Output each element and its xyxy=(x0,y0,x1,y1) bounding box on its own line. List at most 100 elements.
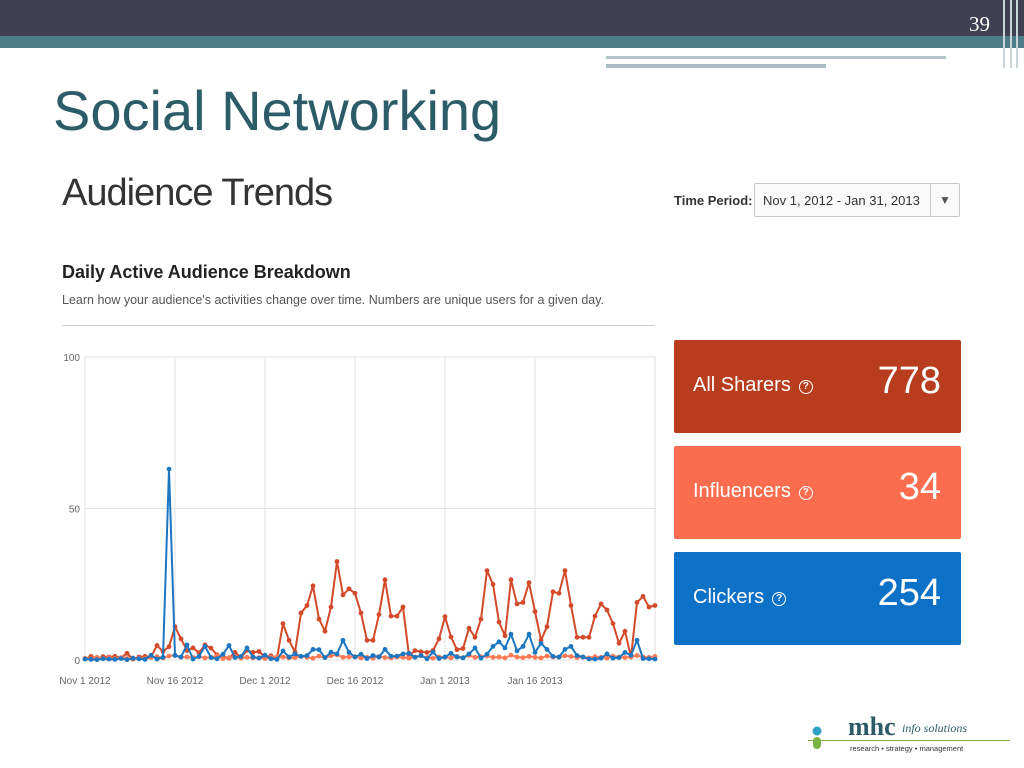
chart-point-influencers xyxy=(316,653,322,659)
chart-point-clickers xyxy=(268,656,274,662)
chart-point-clickers xyxy=(550,654,556,659)
chart-point-influencers xyxy=(400,654,406,660)
chart-point-all-sharers xyxy=(580,634,586,640)
chart-point-all-sharers xyxy=(190,645,196,651)
chart-point-clickers xyxy=(652,656,658,662)
chart-point-clickers xyxy=(166,466,172,472)
chart-point-clickers xyxy=(448,650,454,656)
chart-y-tick-label: 100 xyxy=(63,353,80,364)
chart-point-clickers xyxy=(382,647,388,652)
chart-point-clickers xyxy=(454,654,460,660)
chart-point-all-sharers xyxy=(208,645,214,651)
chart-point-clickers xyxy=(592,656,598,662)
question-circle-icon[interactable]: ? xyxy=(798,380,813,394)
chart-point-all-sharers xyxy=(364,637,370,643)
chart-point-clickers xyxy=(226,643,232,648)
chart-point-clickers xyxy=(172,653,178,658)
slide-stripe-3 xyxy=(606,64,826,68)
chart-point-clickers xyxy=(352,654,358,660)
chart-point-clickers xyxy=(418,653,424,658)
chart-point-influencers xyxy=(406,655,412,661)
chart-point-clickers xyxy=(202,644,208,649)
chart-point-all-sharers xyxy=(532,609,538,614)
chart-point-clickers xyxy=(106,656,112,662)
chart-point-clickers xyxy=(130,655,136,661)
chart-point-influencers xyxy=(520,655,526,660)
chart-point-all-sharers xyxy=(544,624,550,630)
chart-point-all-sharers xyxy=(316,616,322,622)
chart-point-all-sharers xyxy=(310,583,316,589)
chart-point-clickers xyxy=(346,650,352,655)
chart-x-tick-label: Jan 1 2013 xyxy=(420,676,470,687)
chart-point-clickers xyxy=(298,654,304,659)
stat-value-clickers: 254 xyxy=(877,572,941,614)
slide-deco-line xyxy=(1016,0,1018,68)
chart-point-clickers xyxy=(628,652,634,658)
chart-point-influencers xyxy=(310,655,316,661)
chart-point-all-sharers xyxy=(508,577,514,583)
chart-point-clickers xyxy=(250,654,256,660)
chart-point-clickers xyxy=(286,654,292,660)
chart-point-clickers xyxy=(274,657,280,662)
chart-point-clickers xyxy=(244,645,250,651)
chart-point-all-sharers xyxy=(286,637,292,643)
chart-point-all-sharers xyxy=(484,568,490,573)
mhc-logo: mhc info solutions research • strategy •… xyxy=(808,712,1013,758)
chart-point-all-sharers xyxy=(604,607,610,613)
chart-point-all-sharers xyxy=(640,594,646,599)
chart-point-clickers xyxy=(316,647,322,653)
stat-card-clickers[interactable]: Clickers? 254 xyxy=(674,552,961,645)
chart-point-clickers xyxy=(616,655,622,660)
chart-point-influencers xyxy=(382,655,388,660)
chart-point-all-sharers xyxy=(394,613,400,619)
chart-point-influencers xyxy=(502,655,508,661)
question-circle-icon[interactable]: ? xyxy=(772,592,787,606)
chart-point-influencers xyxy=(514,654,520,660)
chart-point-influencers xyxy=(184,654,190,660)
chart-point-all-sharers xyxy=(622,628,628,634)
chart-point-influencers xyxy=(280,654,286,660)
chart-point-all-sharers xyxy=(412,648,418,653)
time-period-label: Time Period: xyxy=(674,193,753,208)
chart-point-all-sharers xyxy=(610,621,616,626)
chart-point-all-sharers xyxy=(436,636,442,642)
logo-tagline: research • strategy • management xyxy=(850,744,964,753)
slide-page-number: 39 xyxy=(969,12,990,36)
chart-point-clickers xyxy=(436,656,442,661)
chart-point-clickers xyxy=(520,644,526,649)
chart-point-all-sharers xyxy=(652,603,658,608)
chart-point-clickers xyxy=(478,655,484,661)
chart-point-clickers xyxy=(622,650,628,655)
question-circle-icon[interactable]: ? xyxy=(798,486,813,500)
chart-point-clickers xyxy=(370,653,376,658)
time-period-select[interactable]: Nov 1, 2012 - Jan 31, 2013 ▼ xyxy=(754,183,960,217)
section-description: Learn how your audience's activities cha… xyxy=(62,293,605,307)
chart-point-all-sharers xyxy=(550,589,556,595)
triangle-down-icon[interactable]: ▼ xyxy=(930,184,959,216)
chart-point-all-sharers xyxy=(382,577,388,583)
chart-point-influencers xyxy=(346,654,352,660)
chart-point-influencers xyxy=(532,654,538,660)
chart-point-clickers xyxy=(100,656,106,662)
chart-point-all-sharers xyxy=(178,636,184,642)
chart-point-clickers xyxy=(118,656,124,661)
chart-point-clickers xyxy=(220,651,226,657)
chart-point-clickers xyxy=(562,647,568,652)
chart-point-influencers xyxy=(490,654,496,660)
chart-point-influencers xyxy=(568,654,574,659)
stat-card-influencers[interactable]: Influencers? 34 xyxy=(674,446,961,539)
chart-x-tick-label: Jan 16 2013 xyxy=(507,676,562,687)
chart-point-clickers xyxy=(208,655,214,660)
chart-point-clickers xyxy=(214,656,220,662)
time-period-value: Nov 1, 2012 - Jan 31, 2013 xyxy=(763,192,920,208)
stat-card-all-sharers[interactable]: All Sharers? 778 xyxy=(674,340,961,433)
chart-point-clickers xyxy=(580,654,586,660)
chart-point-influencers xyxy=(328,653,334,659)
chart-x-tick-label: Nov 16 2012 xyxy=(147,676,204,687)
chart-point-clickers xyxy=(460,655,466,661)
chart-point-influencers xyxy=(220,656,226,661)
chart-point-all-sharers xyxy=(478,616,484,622)
chart-point-clickers xyxy=(568,644,574,649)
chart-point-influencers xyxy=(262,656,268,661)
chart-point-all-sharers xyxy=(496,619,502,625)
